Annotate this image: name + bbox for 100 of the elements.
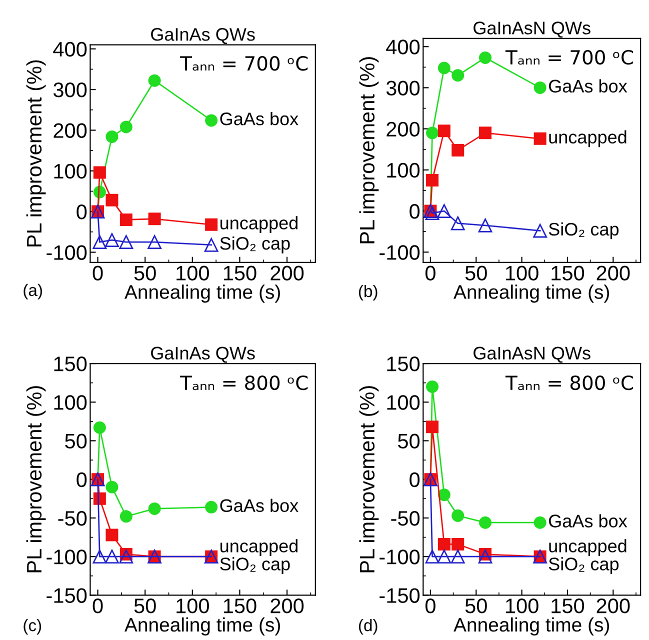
x-tick-label: 0 (92, 598, 103, 614)
annotation: Tₐₙₙ = 800 ᵒC (505, 375, 633, 390)
x-tick-label: 150 (552, 266, 584, 280)
x-tick-label: 0 (92, 266, 103, 280)
y-axis-title: PL improvement (%) (359, 386, 379, 572)
x-axis-title: Annealing time (s) (454, 284, 610, 303)
point (534, 81, 546, 94)
point (93, 166, 106, 179)
y-tick-label: -100 (380, 550, 420, 564)
point (106, 130, 118, 143)
x-axis-title: Annealing time (s) (124, 284, 280, 303)
point (92, 235, 107, 250)
y-tick-label: 400 (386, 40, 420, 54)
y-tick-label: 50 (65, 434, 87, 448)
y-axis-title: PL improvement (%) (359, 57, 379, 244)
point (452, 509, 464, 522)
annotation: Tₐₙₙ = 700 ᵒC (505, 50, 633, 65)
point (534, 516, 546, 529)
point (106, 194, 118, 206)
point (148, 502, 161, 515)
point (105, 233, 119, 247)
point (148, 74, 161, 87)
point (478, 218, 492, 232)
series-label: GaAs box (220, 498, 298, 512)
point (437, 204, 452, 218)
y-tick-label: 0 (410, 472, 420, 488)
x-tick-label: 200 (596, 266, 630, 280)
y-axis-title: PL improvement (%) (26, 386, 46, 572)
x-tick-label: 150 (224, 266, 256, 280)
point (426, 380, 439, 393)
point (478, 550, 492, 564)
point (120, 120, 132, 134)
series-label: SiO₂ cap (220, 557, 290, 574)
x-tick-label: 50 (134, 598, 156, 614)
y-tick-label: -150 (46, 588, 87, 603)
point (534, 132, 546, 145)
x-tick-label: 200 (270, 598, 304, 614)
series-label: uncapped (220, 539, 298, 556)
chart-title: GaInAs QWs (151, 28, 255, 44)
y-tick-label: -150 (380, 588, 420, 603)
series-label: uncapped (220, 216, 298, 233)
point (450, 216, 465, 230)
point (438, 538, 450, 550)
point (437, 550, 452, 564)
point (105, 550, 119, 564)
point (479, 126, 492, 140)
annotation: Tₐₙₙ = 700 ᵒC (180, 56, 308, 71)
series-label: SiO₂ cap (220, 236, 290, 254)
y-tick-label: 100 (387, 395, 420, 410)
y-tick-label: -100 (380, 245, 420, 260)
series-label: uncapped (549, 130, 626, 148)
y-tick-label: 150 (387, 356, 420, 372)
y-tick-label: -50 (58, 510, 87, 526)
y-tick-label: 400 (53, 42, 87, 57)
x-tick-label: 100 (176, 266, 209, 280)
y-tick-label: -50 (391, 510, 420, 526)
y-axis-title: PL improvement (%) (26, 60, 46, 246)
x-axis-title: Annealing time (s) (454, 617, 610, 636)
y-tick-label: 200 (54, 123, 87, 138)
chart-title: GaInAs QWs (151, 346, 255, 363)
point (533, 224, 548, 238)
point (426, 174, 439, 186)
y-tick-label: 100 (387, 162, 420, 178)
x-tick-label: 0 (425, 598, 436, 614)
x-tick-label: 100 (176, 598, 209, 614)
point (93, 421, 106, 434)
point (450, 550, 465, 564)
series-label: GaAs box (220, 112, 298, 126)
y-tick-label: -100 (46, 550, 87, 564)
y-tick-label: 150 (54, 356, 87, 372)
point (204, 238, 218, 252)
y-tick-label: 50 (398, 434, 420, 448)
y-tick-label: 100 (54, 164, 87, 179)
point (438, 124, 450, 138)
y-tick-label: 0 (410, 204, 420, 219)
chart-title: GaInAsN QWs (474, 22, 590, 38)
point (452, 144, 464, 156)
y-tick-label: 100 (54, 395, 87, 410)
x-tick-label: 150 (552, 598, 584, 614)
point (148, 212, 161, 226)
y-tick-label: 300 (53, 82, 87, 98)
text: (c) (24, 619, 42, 635)
point (106, 528, 118, 542)
series-label: SiO₂ cap (548, 557, 619, 574)
point (119, 550, 134, 564)
point (205, 218, 218, 231)
x-tick-label: 50 (465, 598, 487, 614)
x-tick-label: 100 (506, 598, 538, 614)
series-label: GaAs box (548, 79, 628, 93)
y-tick-label: 200 (386, 122, 420, 137)
x-tick-label: 0 (425, 266, 436, 280)
point (425, 550, 440, 564)
point (120, 510, 132, 523)
text: (b) (358, 284, 378, 300)
x-tick-label: 50 (465, 266, 487, 280)
y-tick-label: 300 (386, 80, 420, 96)
x-tick-label: 150 (224, 598, 256, 614)
y-tick-label: 0 (76, 472, 87, 488)
point (425, 206, 440, 220)
point (426, 420, 439, 434)
